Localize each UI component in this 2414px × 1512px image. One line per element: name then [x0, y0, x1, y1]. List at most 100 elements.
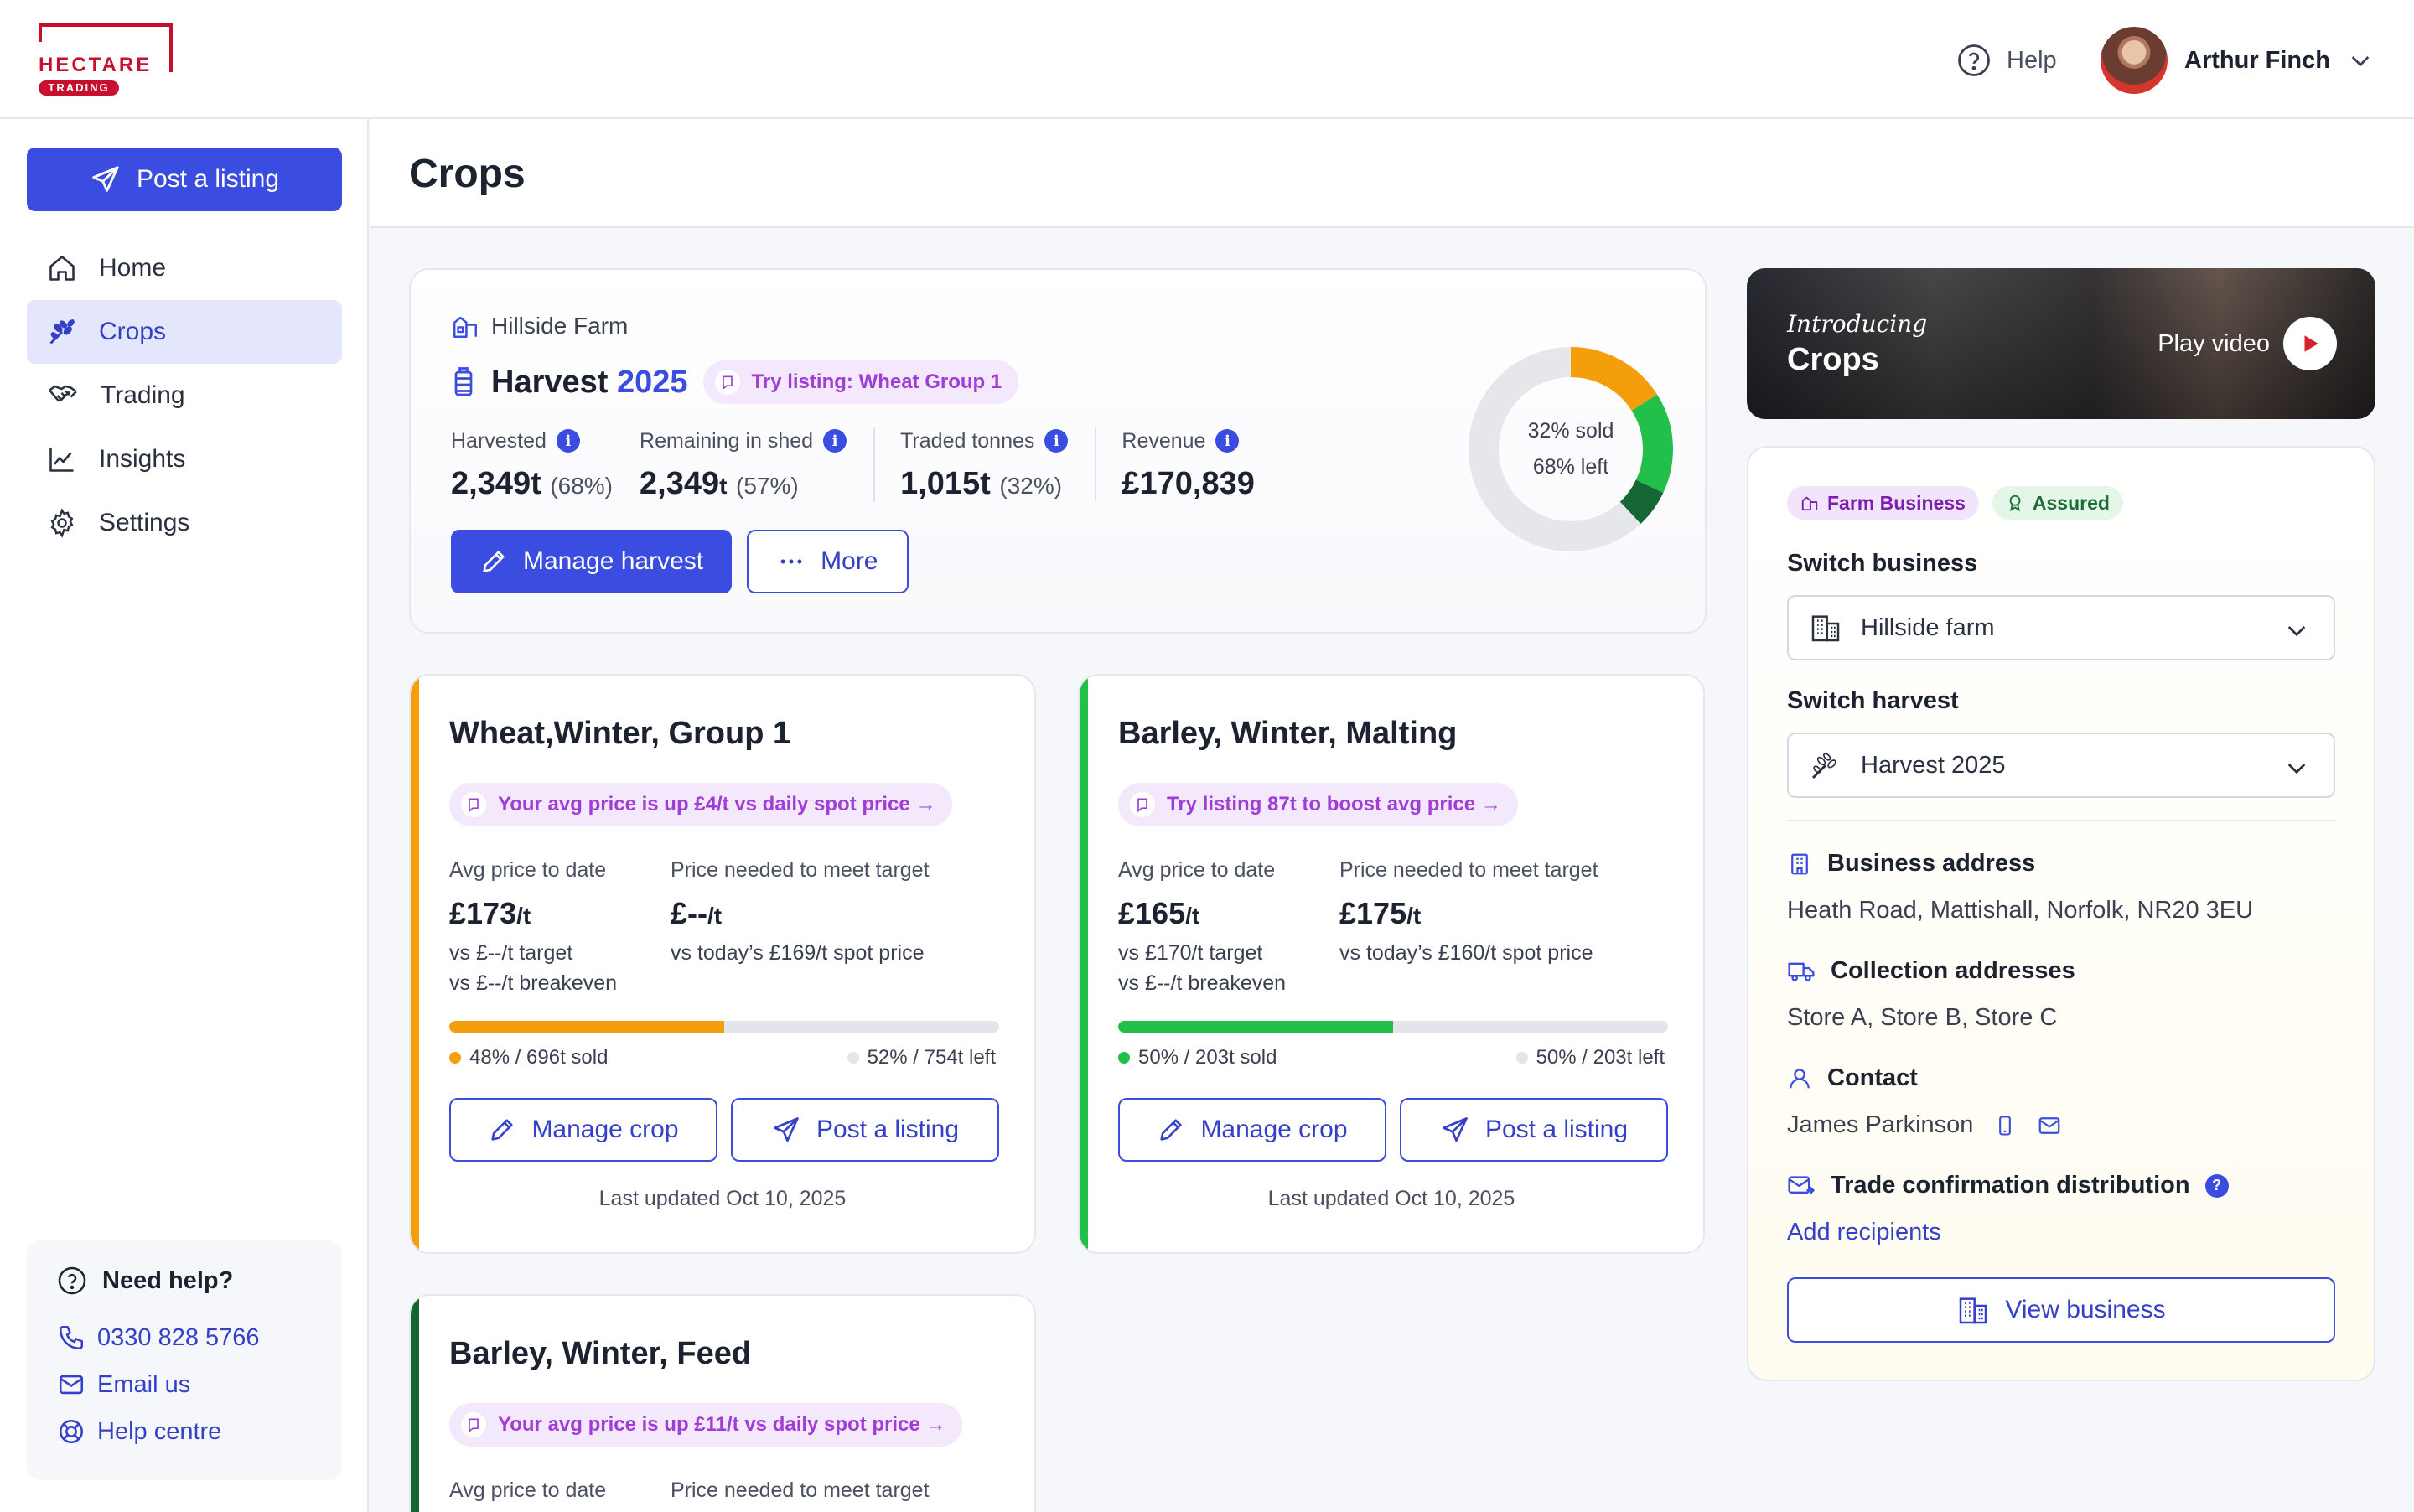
mail-send-icon: [1787, 1173, 1816, 1199]
intro-video-banner[interactable]: Introducing Crops Play video: [1747, 268, 2375, 419]
sidebar-item-label: Crops: [99, 318, 167, 345]
crop-insight-pill[interactable]: Your avg price is up £11/t vs daily spot…: [449, 1403, 963, 1447]
buildings-icon: [1809, 611, 1842, 645]
post-listing-button[interactable]: Post a listing: [1400, 1098, 1668, 1162]
donut-segment-barley-malting: [1469, 347, 1673, 551]
try-listing-pill[interactable]: Try listing: Wheat Group 1: [702, 360, 1019, 404]
manage-crop-label: Manage crop: [531, 1116, 679, 1143]
last-updated: Last updated Oct 10, 2025: [598, 1187, 847, 1210]
pencil-icon: [1157, 1116, 1185, 1144]
stat-value: £170,839: [1122, 466, 1255, 501]
manage-crop-button[interactable]: Manage crop: [1118, 1098, 1386, 1162]
manage-harvest-button[interactable]: Manage harvest: [451, 530, 733, 593]
page-title: Crops: [409, 152, 526, 196]
spot-price-text: vs today’s £169/t spot price: [671, 941, 925, 965]
needed-price-label: Price needed to meet target: [671, 1478, 930, 1502]
assured-label: Assured: [2032, 491, 2110, 514]
phone-link[interactable]: 0330 828 5766: [57, 1314, 312, 1361]
silo-icon: [451, 367, 476, 397]
avg-price-value: £173: [449, 896, 517, 930]
help-centre-label: Help centre: [97, 1417, 222, 1445]
logo-frame: [39, 23, 173, 72]
needed-price-unit: /t: [707, 903, 723, 929]
sold-dot: [449, 1052, 461, 1064]
chevron-down-icon: [2283, 617, 2310, 644]
crop-insight-text: Your avg price is up £11/t vs daily spot…: [498, 1413, 946, 1436]
trade-confirmation-heading: Trade confirmation distribution ?: [1787, 1172, 2229, 1199]
try-listing-text: Try listing: Wheat Group 1: [751, 370, 1002, 393]
stat-value: 2,349: [640, 466, 720, 501]
need-help-panel: Need help? 0330 828 5766 Email us Help c…: [27, 1240, 342, 1480]
building-icon: [1787, 852, 1812, 877]
business-tags: Farm Business Assured: [1787, 486, 2123, 520]
harvest-select-value: Harvest 2025: [1861, 751, 2006, 779]
harvest-summary-card: Hillside Farm Harvest 2025 Try listing: …: [409, 268, 1707, 634]
logo-subtitle: TRADING: [39, 80, 119, 96]
farm-name: Hillside Farm: [491, 313, 629, 339]
contact-heading: Contact: [1787, 1064, 1918, 1092]
info-icon[interactable]: i: [1215, 429, 1240, 453]
info-icon[interactable]: i: [556, 429, 580, 453]
left-text: 50% / 203t left: [1536, 1046, 1665, 1069]
business-select-value: Hillside farm: [1861, 614, 1995, 641]
user-menu[interactable]: Arthur Finch: [2101, 27, 2374, 94]
sidebar-item-label: Insights: [99, 445, 186, 473]
help-centre-link[interactable]: Help centre: [57, 1408, 312, 1455]
manage-harvest-label: Manage harvest: [523, 547, 704, 575]
stat-harvested: Harvested i 2,349t (68%): [451, 427, 640, 502]
truck-icon: [1787, 959, 1816, 984]
needed-price-column: Price needed to meet target: [671, 1478, 930, 1503]
avg-breakeven-text: vs £--/t breakeven: [449, 971, 618, 995]
post-listing-button[interactable]: Post a listing: [731, 1098, 999, 1162]
avg-target-text: vs £170/t target: [1118, 941, 1263, 965]
stat-label: Revenue: [1122, 428, 1206, 453]
avg-breakeven-text: vs £--/t breakeven: [1118, 971, 1287, 995]
chart-line-icon: [47, 444, 77, 474]
harvest-donut-chart: 32% sold 68% left: [1467, 345, 1675, 553]
crop-insight-pill[interactable]: Try listing 87t to boost avg price →: [1118, 783, 1518, 826]
more-button[interactable]: More: [747, 530, 909, 593]
sidebar-item-home[interactable]: Home: [27, 236, 342, 300]
add-recipients-link[interactable]: Add recipients: [1787, 1219, 1941, 1245]
stat-value: 1,015t: [900, 466, 991, 501]
email-link[interactable]: Email us: [57, 1361, 312, 1408]
view-business-button[interactable]: View business: [1787, 1277, 2335, 1343]
contact-row: James Parkinson: [1787, 1111, 2062, 1139]
info-icon[interactable]: i: [1044, 429, 1069, 453]
switch-harvest-label: Switch harvest: [1787, 687, 1959, 714]
wheat-icon: [1809, 748, 1842, 782]
sold-progress-fill: [1118, 1021, 1393, 1033]
sidebar-item-crops[interactable]: Crops: [27, 300, 342, 364]
info-icon[interactable]: i: [823, 429, 847, 453]
sold-text: 50% / 203t sold: [1138, 1046, 1277, 1069]
need-help-title: Need help?: [102, 1266, 234, 1294]
business-address: Heath Road, Mattishall, Norfolk, NR20 3E…: [1787, 897, 2254, 924]
crop-insight-pill[interactable]: Your avg price is up £4/t vs daily spot …: [449, 783, 953, 826]
phone-icon: [57, 1323, 85, 1352]
section-divider: [1787, 820, 2335, 821]
avg-price-column: Avg price to date £173/t vs £--/t target…: [449, 858, 617, 998]
stat-label: Harvested: [451, 428, 547, 453]
needed-price-value: £175: [1339, 896, 1407, 930]
play-video-button[interactable]: Play video: [2158, 317, 2337, 370]
stat-percent: (57%): [736, 473, 799, 499]
help-icon[interactable]: ?: [2204, 1173, 2229, 1198]
chevron-down-icon: [2283, 754, 2310, 781]
manage-crop-button[interactable]: Manage crop: [449, 1098, 717, 1162]
sidebar-item-insights[interactable]: Insights: [27, 427, 342, 491]
donut-labels: 32% sold 68% left: [1467, 345, 1675, 553]
post-listing-button[interactable]: Post a listing: [27, 148, 342, 211]
avg-price-unit: /t: [516, 903, 531, 929]
hectare-logo[interactable]: HECTARE TRADING: [39, 23, 173, 97]
harvest-stats: Harvested i 2,349t (68%) Remaining in she…: [451, 427, 1282, 502]
help-link[interactable]: Help: [1956, 42, 2057, 79]
donut-left-text: 68% left: [1532, 455, 1609, 479]
sidebar-item-settings[interactable]: Settings: [27, 491, 342, 555]
mail-icon[interactable]: [2037, 1113, 2062, 1138]
needed-price-label: Price needed to meet target: [1339, 858, 1598, 882]
sidebar-item-trading[interactable]: Trading: [27, 364, 342, 427]
harvest-select[interactable]: Harvest 2025: [1787, 733, 2335, 798]
business-select[interactable]: Hillside farm: [1787, 595, 2335, 660]
mobile-icon[interactable]: [1993, 1113, 2017, 1138]
avg-target-text: vs £--/t target: [449, 941, 573, 965]
